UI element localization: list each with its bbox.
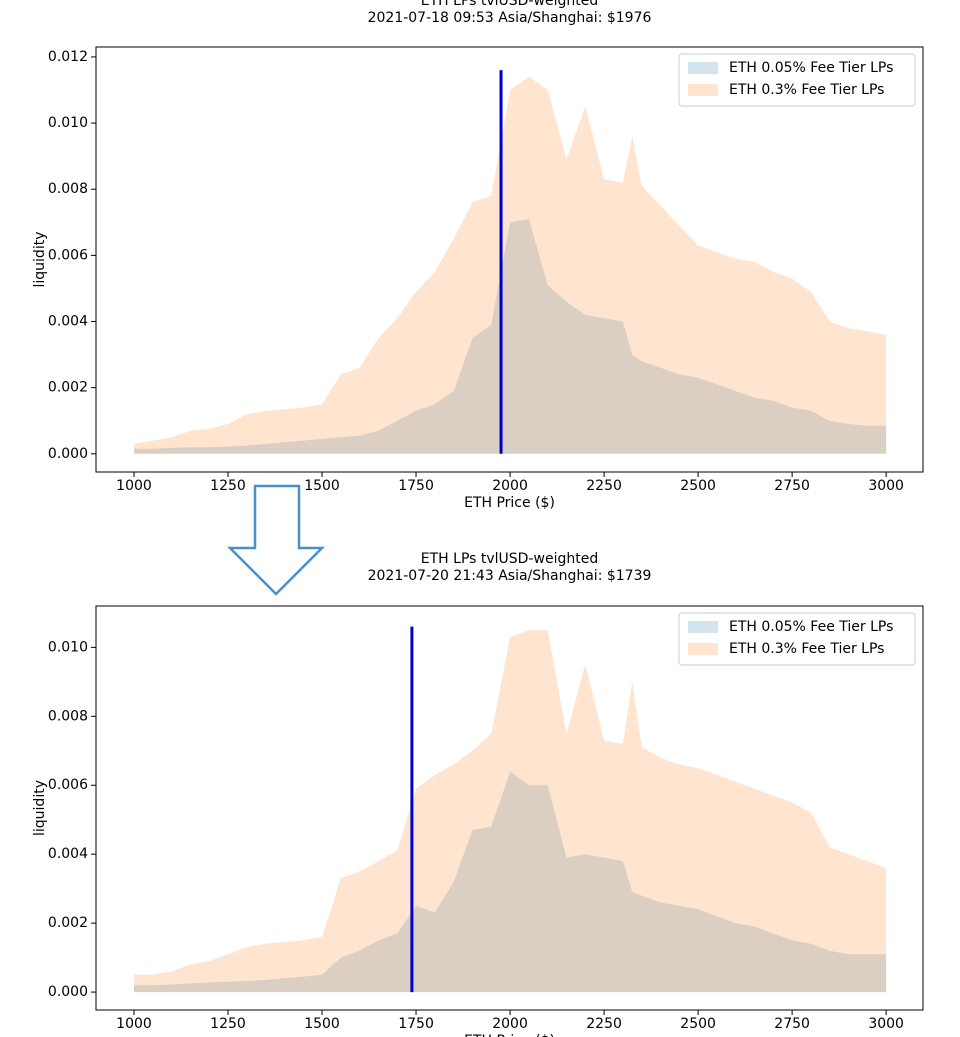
x-tick-label: 1250 xyxy=(210,478,246,494)
x-tick-label: 1250 xyxy=(210,1016,246,1032)
legend-swatch xyxy=(688,62,718,74)
chart-subtitle: 2021-07-18 09:53 Asia/Shanghai: $1976 xyxy=(368,10,652,26)
axes-frame xyxy=(95,46,924,473)
x-tick-label: 1750 xyxy=(398,1016,434,1032)
legend-swatch xyxy=(688,621,718,633)
legend-label: ETH 0.3% Fee Tier LPs xyxy=(729,82,884,98)
x-tick-label: 2500 xyxy=(680,478,716,494)
legend-box xyxy=(678,53,916,107)
legend-label: ETH 0.05% Fee Tier LPs xyxy=(729,619,893,635)
x-tick-label: 2250 xyxy=(586,478,622,494)
area-series xyxy=(134,771,887,993)
x-tick-label: 1000 xyxy=(116,478,152,494)
y-tick-label: 0.002 xyxy=(48,380,88,396)
y-tick-label: 0.010 xyxy=(48,639,88,655)
plot-area xyxy=(134,70,887,454)
x-axis-label: ETH Price ($) xyxy=(464,1033,555,1037)
axes-frame xyxy=(95,605,924,1011)
chart-title: ETH LPs tvlUSD-weighted xyxy=(421,551,598,567)
x-tick-label: 2750 xyxy=(774,478,810,494)
x-tick-label: 2000 xyxy=(492,478,528,494)
transition-arrow xyxy=(226,484,326,596)
x-tick-label: 1750 xyxy=(398,478,434,494)
x-tick-label: 2250 xyxy=(586,1016,622,1032)
x-axis-label: ETH Price ($) xyxy=(464,495,555,511)
y-tick-label: 0.000 xyxy=(48,984,88,1000)
y-tick-label: 0.004 xyxy=(48,846,88,862)
legend-box xyxy=(678,612,916,666)
y-tick-label: 0.006 xyxy=(48,777,88,793)
x-tick-label: 1000 xyxy=(116,1016,152,1032)
y-tick-label: 0.008 xyxy=(48,708,88,724)
y-tick-label: 0.002 xyxy=(48,915,88,931)
chart-title: ETH LPs tvlUSD-weighted xyxy=(421,0,598,9)
x-tick-label: 2500 xyxy=(680,1016,716,1032)
y-tick-label: 0.008 xyxy=(48,181,88,197)
y-axis-label: liquidity xyxy=(32,232,48,288)
legend-swatch xyxy=(688,84,718,96)
legend-label: ETH 0.05% Fee Tier LPs xyxy=(729,60,893,76)
x-tick-label: 3000 xyxy=(868,478,904,494)
x-tick-label: 2750 xyxy=(774,1016,810,1032)
x-tick-label: 2000 xyxy=(492,1016,528,1032)
y-tick-label: 0.000 xyxy=(48,446,88,462)
x-tick-label: 1500 xyxy=(304,478,340,494)
x-tick-label: 1500 xyxy=(304,1016,340,1032)
y-tick-label: 0.010 xyxy=(48,115,88,131)
chart-subtitle: 2021-07-20 21:43 Asia/Shanghai: $1739 xyxy=(368,568,652,584)
y-tick-label: 0.006 xyxy=(48,247,88,263)
legend-swatch xyxy=(688,643,718,655)
plot-area xyxy=(134,626,887,993)
legend-label: ETH 0.3% Fee Tier LPs xyxy=(729,641,884,657)
area-series xyxy=(134,219,887,454)
y-tick-label: 0.004 xyxy=(48,314,88,330)
y-tick-label: 0.012 xyxy=(48,49,88,65)
area-series xyxy=(134,76,887,454)
area-series xyxy=(134,630,887,993)
x-tick-label: 3000 xyxy=(868,1016,904,1032)
y-axis-label: liquidity xyxy=(32,780,48,836)
